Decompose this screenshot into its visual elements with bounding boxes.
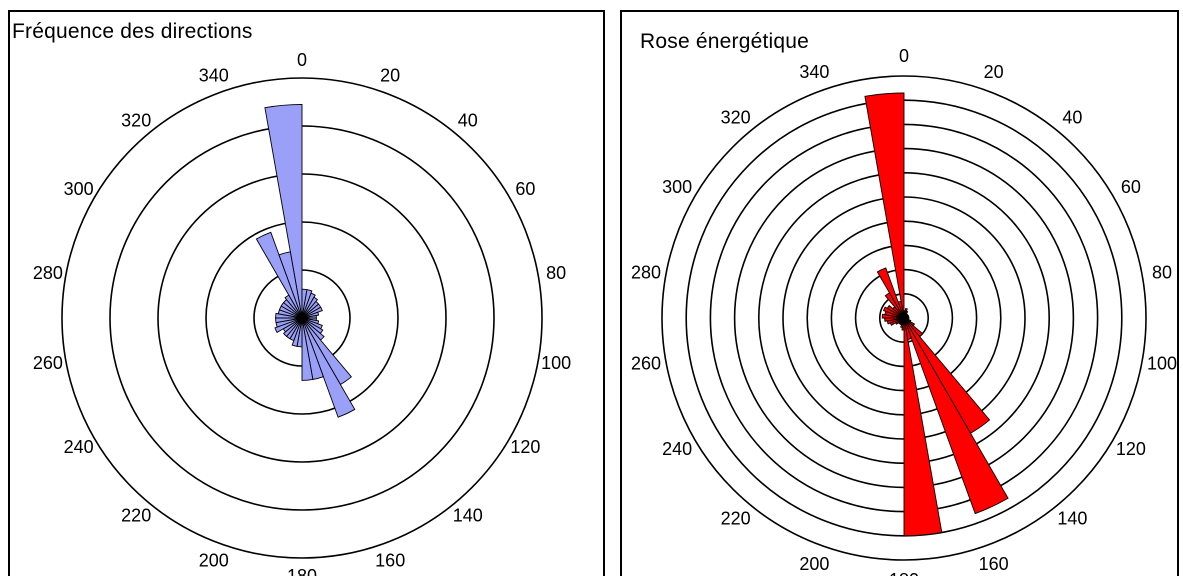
angle-tick-label: 160	[375, 550, 405, 570]
angle-tick-label: 280	[33, 263, 63, 283]
angle-tick-label: 320	[121, 110, 151, 130]
angle-tick-label: 140	[1057, 509, 1087, 529]
angle-tick-label: 0	[899, 46, 909, 66]
angle-tick-label: 180	[287, 566, 317, 576]
angle-tick-label: 60	[515, 179, 535, 199]
chart-panel-energy: Rose énergétique 02040608010012014016018…	[620, 10, 1179, 576]
angle-tick-label: 120	[510, 437, 540, 457]
angle-tick-label: 240	[662, 439, 692, 459]
polar-chart-energy: 0 20 40 60 80 100 120 140 160 180 200 220 240 260 280 3…	[622, 12, 1179, 576]
angle-tick-label: 20	[984, 62, 1004, 82]
angle-tick-label: 200	[799, 554, 829, 574]
angle-tick-label: 340	[799, 62, 829, 82]
angle-tick-label: 100	[1147, 354, 1177, 374]
angle-tick-label: 300	[662, 177, 692, 197]
polar-chart-frequency: 0 20 40 60 80 100 120 140 160 180 200 220 240 260 280 3…	[10, 12, 605, 576]
angle-tick-label: 60	[1121, 177, 1141, 197]
angle-tick-label: 80	[1152, 263, 1172, 283]
angle-tick-label: 40	[1062, 107, 1082, 127]
center-dot	[298, 314, 306, 322]
angle-tick-label: 260	[631, 354, 661, 374]
angle-tick-label: 240	[64, 437, 94, 457]
angle-tick-label: 0	[297, 50, 307, 70]
angle-tick-label: 40	[458, 110, 478, 130]
angle-tick-label: 140	[453, 506, 483, 526]
center-dot	[900, 314, 908, 322]
angle-tick-label: 220	[121, 506, 151, 526]
angle-tick-label: 320	[721, 107, 751, 127]
angle-tick-label: 220	[721, 509, 751, 529]
angle-tick-label: 120	[1116, 439, 1146, 459]
angle-tick-label: 160	[979, 554, 1009, 574]
angle-tick-label: 340	[199, 66, 229, 86]
chart-panel-frequency: Fréquence des directions 0 20 40 60 80 100 120…	[8, 10, 605, 576]
angle-tick-label: 100	[541, 353, 571, 373]
angle-tick-label: 280	[631, 263, 661, 283]
angle-tick-label: 300	[64, 179, 94, 199]
angle-tick-label: 260	[33, 353, 63, 373]
angle-tick-label: 80	[546, 263, 566, 283]
angle-tick-label: 200	[199, 550, 229, 570]
angle-tick-label: 20	[380, 66, 400, 86]
angle-tick-label: 180	[889, 570, 919, 576]
